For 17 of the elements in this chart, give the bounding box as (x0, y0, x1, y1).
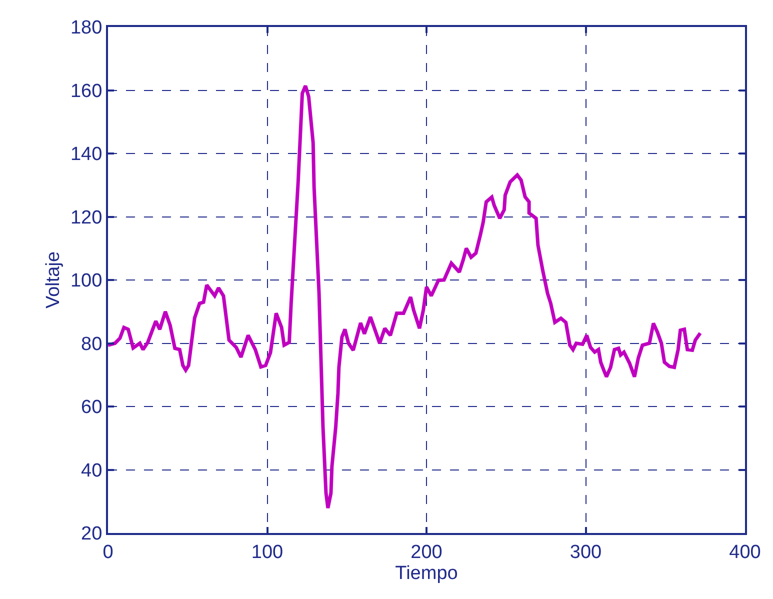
y-tick-label: 120 (70, 207, 102, 228)
y-tick-label: 40 (81, 460, 102, 482)
y-tick-label: 20 (81, 524, 102, 545)
x-tick-label: 0 (102, 542, 114, 563)
line-series (108, 84, 702, 510)
x-tick-label: 100 (251, 542, 284, 563)
y-tick-label: 60 (81, 397, 102, 418)
x-tick-label: 300 (570, 542, 602, 563)
y-tick-label: 100 (70, 270, 102, 292)
x-tick-label: 400 (729, 542, 761, 563)
y-tick-label: 80 (81, 334, 102, 355)
x-axis-title: Tiempo (395, 563, 458, 584)
y-tick-label: 140 (70, 144, 102, 166)
y-axis-title: Voltaje (42, 251, 64, 309)
x-tick-label: 200 (410, 542, 442, 563)
y-tick-label: 180 (70, 18, 102, 39)
y-tick-label: 160 (70, 80, 102, 102)
